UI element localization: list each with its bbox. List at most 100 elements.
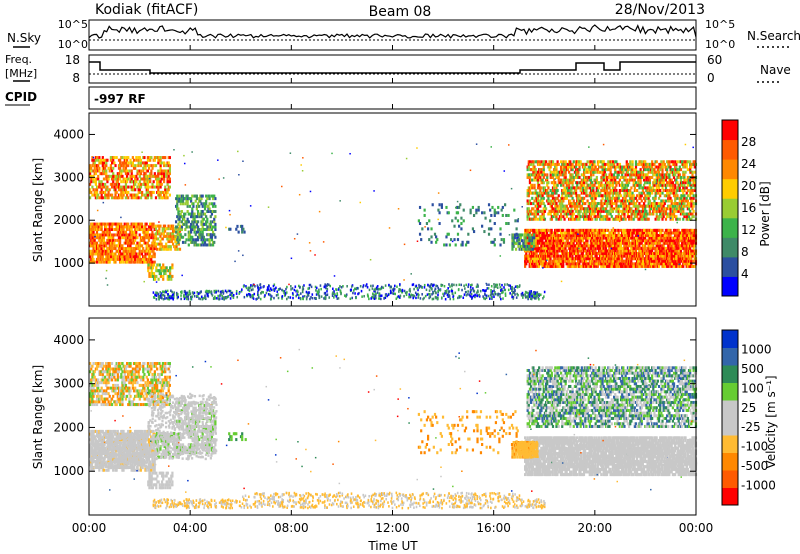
echo-cell: [648, 244, 651, 248]
echo-cell: [571, 236, 574, 240]
echo-cell: [646, 254, 649, 258]
echo-cell: [131, 233, 134, 237]
echo-cell: [526, 249, 529, 253]
echo-cell: [639, 262, 642, 266]
echo-cell: [152, 247, 155, 251]
echo-cell: [195, 194, 199, 198]
echo-cell: [625, 228, 628, 232]
echo-cell: [106, 257, 109, 261]
echo-cell: [615, 241, 618, 245]
echo-cell: [94, 225, 97, 229]
echo-cell: [545, 246, 549, 250]
echo-cell: [565, 234, 568, 238]
echo-cell: [160, 174, 163, 178]
echo-cell: [627, 249, 631, 253]
echo-cell: [159, 185, 162, 189]
echo-cell: [554, 259, 557, 263]
echo-cell: [635, 228, 639, 232]
echo-cell: [156, 177, 159, 181]
echo-cell: [615, 246, 618, 250]
nave-tick-0: 0: [707, 71, 715, 85]
echo-cell: [130, 164, 133, 168]
echo-cell: [565, 249, 568, 253]
echo-cell: [562, 209, 565, 213]
echo-cell: [653, 246, 656, 250]
echo-cell: [108, 228, 111, 232]
echo-cell: [158, 172, 161, 176]
echo-cell: [542, 215, 545, 219]
echo-cell: [123, 185, 126, 189]
echo-cell: [651, 160, 654, 164]
echo-cell: [629, 175, 632, 179]
echo-cell: [605, 254, 609, 258]
echo-cell: [692, 252, 695, 256]
echo-cell: [649, 244, 653, 248]
echo-cell: [677, 241, 680, 245]
echo-cell: [200, 215, 203, 219]
echo-cell: [670, 259, 673, 263]
echo-cell: [130, 228, 133, 232]
echo-cell: [593, 199, 596, 203]
echo-cell: [599, 246, 602, 250]
echo-cell: [627, 217, 631, 221]
echo-cell: [95, 222, 99, 226]
echo-cell: [543, 241, 546, 245]
echo-cell: [632, 241, 635, 245]
echo-cell: [540, 196, 543, 200]
echo-cell: [680, 231, 684, 235]
echo-cell: [664, 246, 668, 250]
echo-cell: [211, 240, 215, 244]
echo-cell: [584, 202, 587, 206]
echo-cell: [606, 175, 609, 179]
echo-cell: [103, 228, 107, 232]
echo-cell: [171, 263, 174, 267]
echo-cell: [562, 257, 565, 261]
echo-cell: [174, 245, 177, 249]
echo-cell: [199, 243, 202, 247]
echo-cell: [97, 228, 100, 232]
echo-cell: [127, 172, 130, 176]
echo-cell: [635, 239, 639, 243]
echo-cell: [184, 202, 187, 206]
echo-cell: [191, 225, 194, 229]
echo-cell: [630, 186, 633, 190]
echo-cell: [548, 162, 551, 166]
echo-cell: [535, 231, 538, 235]
echo-cell: [584, 228, 587, 232]
echo-cell: [594, 181, 597, 185]
echo-cell: [613, 202, 616, 206]
echo-cell: [662, 244, 665, 248]
echo-cell: [674, 249, 677, 253]
echo-cell: [586, 228, 589, 232]
echo-cell: [576, 207, 579, 211]
echo-cell: [620, 239, 624, 243]
echo-cell: [652, 202, 655, 206]
echo-cell: [105, 244, 108, 248]
echo-cell: [555, 236, 558, 240]
echo-cell: [577, 199, 580, 203]
echo-cell: [602, 160, 605, 164]
cpid-value: -997 RF: [94, 92, 146, 106]
echo-cell: [601, 189, 604, 193]
echo-cell: [534, 175, 537, 179]
echo-cell: [640, 199, 643, 203]
echo-cell: [614, 252, 617, 256]
echo-cell: [624, 264, 627, 268]
echo-cell: [619, 202, 623, 206]
echo-cell: [542, 186, 545, 190]
echo-cell: [116, 238, 119, 242]
echo-cell: [563, 252, 566, 256]
echo-cell: [574, 170, 578, 174]
echo-cell: [589, 259, 593, 263]
echo-cell: [102, 169, 106, 173]
echo-cell: [206, 217, 209, 221]
echo-cell: [107, 260, 110, 264]
echo-cell: [597, 241, 601, 245]
echo-cell: [618, 239, 621, 243]
echo-cell: [601, 194, 604, 198]
echo-cell: [598, 191, 601, 195]
echo-cell: [157, 242, 160, 246]
echo-cell: [656, 236, 659, 240]
echo-cell: [168, 193, 171, 197]
echo-cell: [121, 156, 124, 160]
